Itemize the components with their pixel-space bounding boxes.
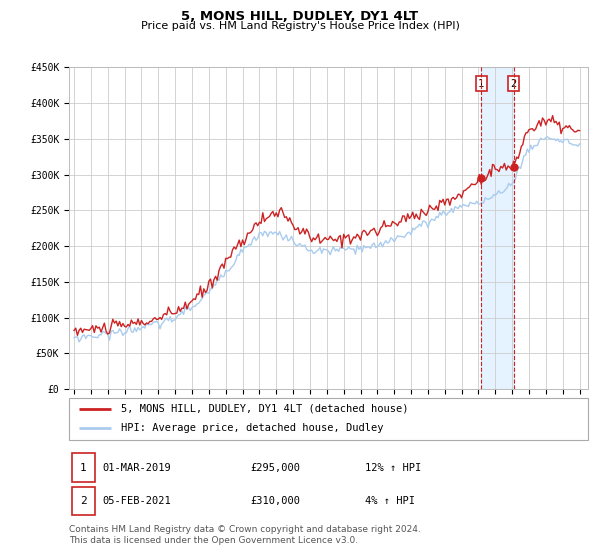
Text: Contains HM Land Registry data © Crown copyright and database right 2024.
This d: Contains HM Land Registry data © Crown c… bbox=[69, 525, 421, 545]
Text: 1: 1 bbox=[80, 463, 86, 473]
FancyBboxPatch shape bbox=[71, 454, 95, 482]
FancyBboxPatch shape bbox=[71, 487, 95, 515]
Text: 2: 2 bbox=[511, 78, 517, 88]
Text: 12% ↑ HPI: 12% ↑ HPI bbox=[365, 463, 421, 473]
Text: 5, MONS HILL, DUDLEY, DY1 4LT: 5, MONS HILL, DUDLEY, DY1 4LT bbox=[181, 10, 419, 23]
FancyBboxPatch shape bbox=[69, 398, 588, 440]
Text: 5, MONS HILL, DUDLEY, DY1 4LT (detached house): 5, MONS HILL, DUDLEY, DY1 4LT (detached … bbox=[121, 404, 409, 414]
Text: £310,000: £310,000 bbox=[251, 496, 301, 506]
Text: Price paid vs. HM Land Registry's House Price Index (HPI): Price paid vs. HM Land Registry's House … bbox=[140, 21, 460, 31]
Text: 4% ↑ HPI: 4% ↑ HPI bbox=[365, 496, 415, 506]
Text: 1: 1 bbox=[478, 78, 484, 88]
Text: HPI: Average price, detached house, Dudley: HPI: Average price, detached house, Dudl… bbox=[121, 423, 383, 433]
Text: 05-FEB-2021: 05-FEB-2021 bbox=[103, 496, 172, 506]
Text: 01-MAR-2019: 01-MAR-2019 bbox=[103, 463, 172, 473]
Bar bbox=[481, 67, 514, 389]
Text: 2: 2 bbox=[80, 496, 86, 506]
Text: £295,000: £295,000 bbox=[251, 463, 301, 473]
